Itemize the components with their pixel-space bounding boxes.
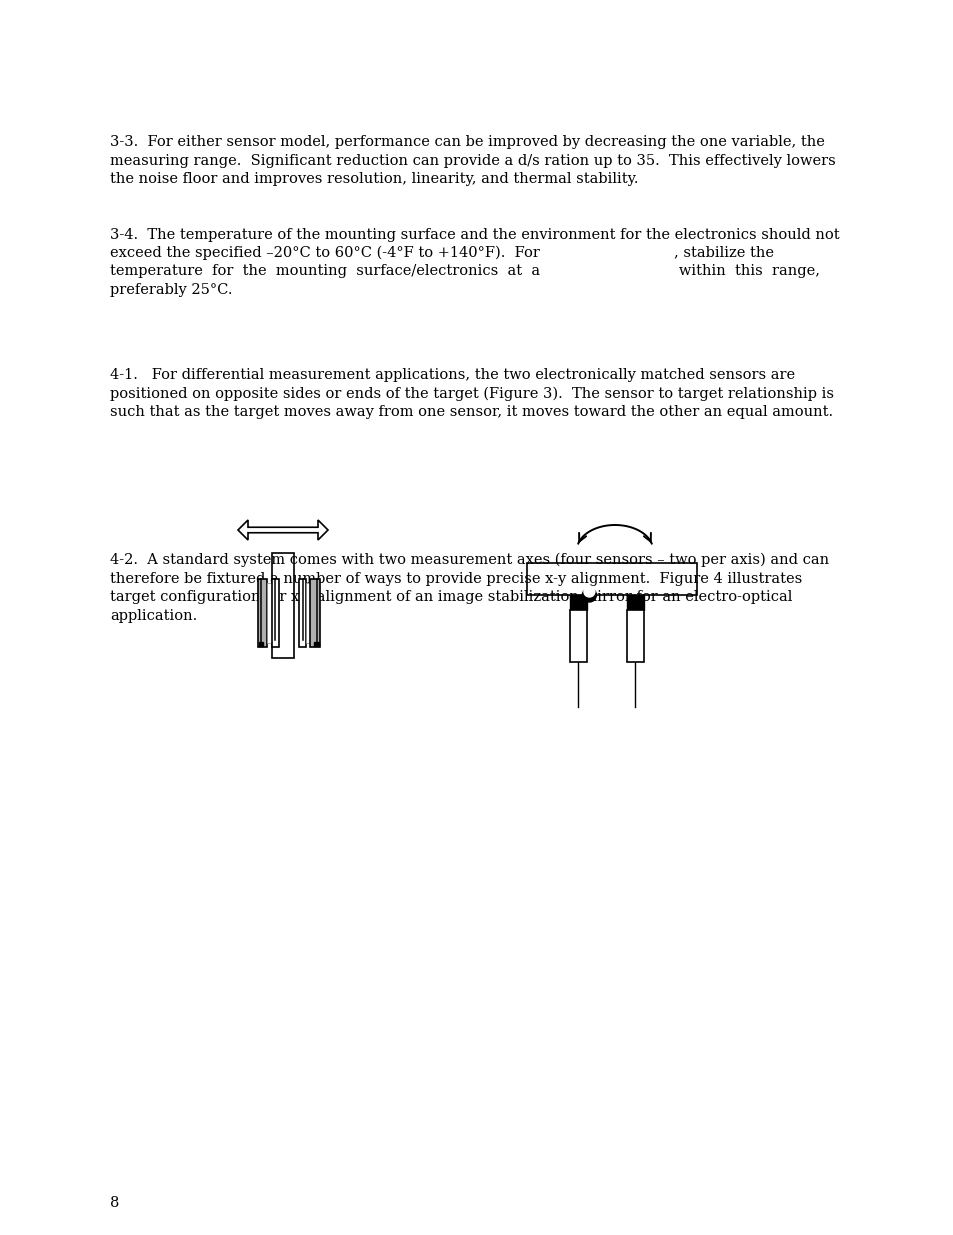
Bar [314, 642, 318, 646]
Polygon shape [237, 520, 328, 540]
Text: target configuration for x-y alignment of an image stabilization mirror for an e: target configuration for x-y alignment o… [110, 590, 792, 604]
Bar [310, 579, 319, 647]
Circle shape [583, 585, 595, 597]
Text: 4-1.   For differential measurement applications, the two electronically matched: 4-1. For differential measurement applic… [110, 368, 794, 382]
Bar [267, 583, 272, 643]
Bar [569, 595, 586, 610]
Text: application.: application. [110, 609, 197, 622]
Text: positioned on opposite sides or ends of the target (Figure 3).  The sensor to ta: positioned on opposite sides or ends of … [110, 387, 833, 401]
Bar [257, 579, 267, 647]
Bar [272, 553, 294, 658]
Bar [626, 595, 643, 610]
Text: measuring range.  Significant reduction can provide a d/s ration up to 35.  This: measuring range. Significant reduction c… [110, 153, 835, 168]
Text: 3-4.  The temperature of the mounting surface and the environment for the electr: 3-4. The temperature of the mounting sur… [110, 227, 839, 242]
Bar [298, 579, 306, 647]
Bar [272, 579, 278, 647]
Text: 3-3.  For either sensor model, performance can be improved by decreasing the one: 3-3. For either sensor model, performanc… [110, 135, 824, 149]
Text: therefore be fixtured a number of ways to provide precise x-y alignment.  Figure: therefore be fixtured a number of ways t… [110, 572, 801, 585]
Bar [626, 610, 643, 662]
Text: 4-2.  A standard system comes with two measurement axes (four sensors – two per : 4-2. A standard system comes with two me… [110, 553, 828, 568]
Circle shape [581, 588, 596, 601]
Text: preferably 25°C.: preferably 25°C. [110, 283, 233, 296]
Text: the noise floor and improves resolution, linearity, and thermal stability.: the noise floor and improves resolution,… [110, 172, 638, 186]
Text: 8: 8 [110, 1195, 119, 1210]
Bar [569, 610, 586, 662]
Text: temperature  for  the  mounting  surface/electronics  at  a                     : temperature for the mounting surface/ele… [110, 264, 820, 279]
Text: such that as the target moves away from one sensor, it moves toward the other an: such that as the target moves away from … [110, 405, 832, 419]
Text: exceed the specified –20°C to 60°C (-4°F to +140°F).  For                       : exceed the specified –20°C to 60°C (-4°F… [110, 246, 773, 261]
Bar [258, 642, 263, 646]
Bar [306, 583, 310, 643]
Bar [526, 563, 696, 595]
